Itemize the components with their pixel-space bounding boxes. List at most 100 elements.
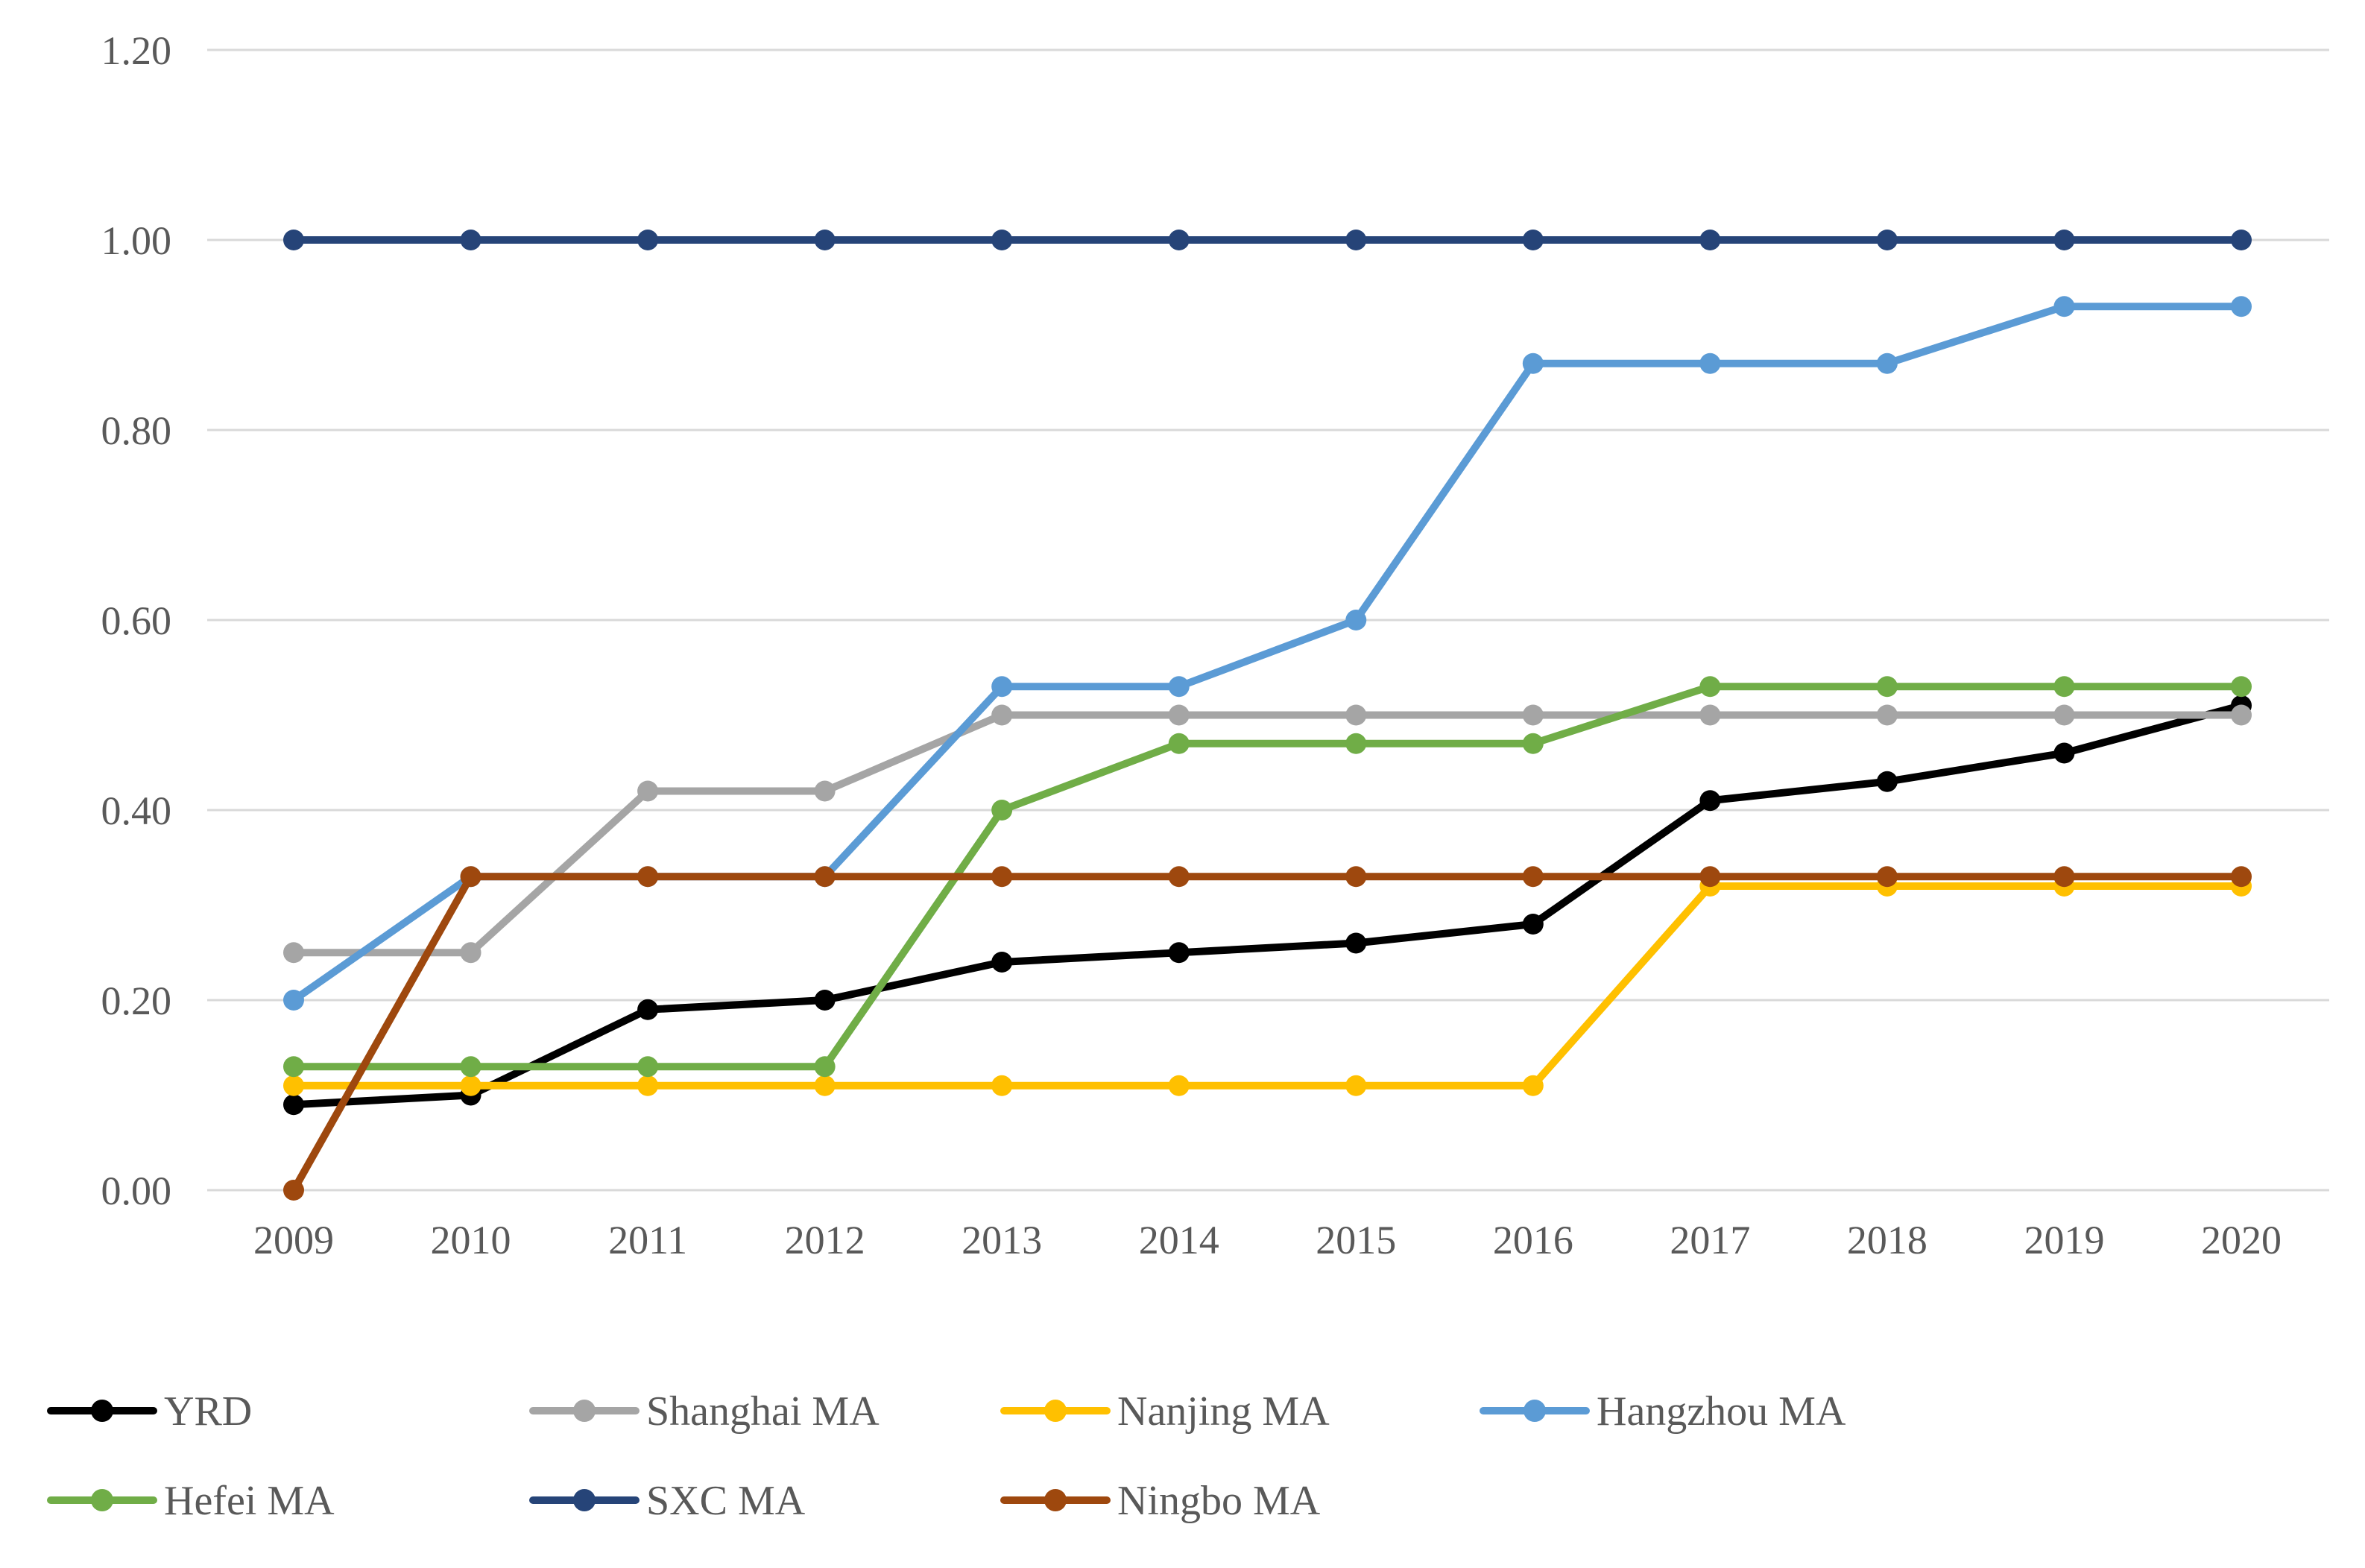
marker-nanjing-ma-2013 — [991, 1075, 1013, 1096]
x-axis-tick-label-2014: 2014 — [1139, 1218, 1219, 1262]
marker-hefei-ma-2016 — [1522, 733, 1544, 754]
legend-item-sxc-ma: SXC MA — [529, 1478, 806, 1524]
marker-yrd-2018 — [1876, 771, 1898, 792]
marker-hefei-ma-2015 — [1345, 733, 1367, 754]
marker-sxc-ma-2017 — [1699, 230, 1721, 250]
legend-item-yrd: YRD — [47, 1388, 252, 1435]
marker-sxc-ma-2020 — [2231, 230, 2252, 250]
marker-yrd-2012 — [814, 990, 836, 1011]
marker-hangzhou-ma-2015 — [1345, 610, 1367, 630]
legend-item-label-hefei-ma: Hefei MA — [164, 1478, 335, 1524]
y-axis-tick-label-1.20: 1.20 — [101, 28, 172, 73]
marker-hangzhou-ma-2020 — [2231, 296, 2252, 317]
marker-nanjing-ma-2011 — [637, 1075, 659, 1096]
marker-sxc-ma-2016 — [1522, 230, 1544, 250]
x-axis-tick-label-2012: 2012 — [785, 1218, 865, 1262]
marker-sxc-ma-2010 — [460, 230, 481, 250]
legend-item-label-hangzhou-ma: Hangzhou MA — [1597, 1388, 1846, 1435]
marker-shanghai-ma-2016 — [1522, 704, 1544, 726]
marker-ningbo-ma-2015 — [1345, 866, 1367, 888]
marker-hefei-ma-2014 — [1168, 733, 1190, 754]
marker-hefei-ma-2009 — [283, 1056, 304, 1078]
marker-sxc-ma-2014 — [1168, 230, 1190, 250]
legend-item-label-sxc-ma: SXC MA — [646, 1478, 806, 1524]
legend-item-shanghai-ma: Shanghai MA — [529, 1388, 880, 1435]
marker-hangzhou-ma-2014 — [1168, 676, 1190, 698]
y-axis-tick-label-0.40: 0.40 — [101, 788, 172, 833]
legend-item-nanjing-ma: Nanjing MA — [1000, 1388, 1330, 1435]
marker-hefei-ma-2019 — [2053, 676, 2075, 698]
series-ningbo-ma — [283, 866, 2252, 1201]
series-line-yrd — [290, 701, 2245, 1109]
marker-hefei-ma-2011 — [637, 1056, 659, 1078]
marker-yrd-2016 — [1522, 914, 1544, 935]
legend-marker-icon-hangzhou-ma — [1523, 1400, 1546, 1422]
marker-sxc-ma-2012 — [814, 230, 836, 250]
y-axis-tick-label-0.80: 0.80 — [101, 408, 172, 453]
legend-marker-icon-ningbo-ma — [1044, 1489, 1067, 1511]
legend-marker-icon-nanjing-ma — [1044, 1400, 1067, 1422]
x-axis-tick-label-2018: 2018 — [1847, 1218, 1927, 1262]
marker-hangzhou-ma-2009 — [283, 990, 304, 1011]
legend-item-hangzhou-ma: Hangzhou MA — [1480, 1388, 1846, 1435]
marker-ningbo-ma-2020 — [2231, 866, 2252, 888]
marker-nanjing-ma-2009 — [283, 1075, 304, 1096]
y-axis-tick-label-0.60: 0.60 — [101, 598, 172, 643]
marker-yrd-2013 — [991, 952, 1013, 973]
marker-sxc-ma-2015 — [1345, 230, 1367, 250]
y-axis-tick-label-0.20: 0.20 — [101, 979, 172, 1023]
marker-nanjing-ma-2015 — [1345, 1075, 1367, 1096]
marker-nanjing-ma-2014 — [1168, 1075, 1190, 1096]
legend-marker-icon-sxc-ma — [573, 1489, 596, 1511]
marker-shanghai-ma-2018 — [1876, 704, 1898, 726]
marker-hefei-ma-2017 — [1699, 676, 1721, 698]
marker-sxc-ma-2011 — [637, 230, 659, 250]
marker-sxc-ma-2018 — [1876, 230, 1898, 250]
marker-nanjing-ma-2010 — [460, 1075, 481, 1096]
y-axis-tick-labels: 0.00 0.20 0.40 0.60 0.80 1.00 1.20 — [101, 28, 172, 1213]
marker-ningbo-ma-2009 — [283, 1180, 304, 1201]
marker-yrd-2017 — [1699, 790, 1721, 812]
series-hefei-ma — [283, 676, 2252, 1078]
marker-ningbo-ma-2011 — [637, 866, 659, 888]
marker-hefei-ma-2010 — [460, 1056, 481, 1078]
series-sxc-ma — [283, 230, 2252, 250]
marker-ningbo-ma-2014 — [1168, 866, 1190, 888]
marker-yrd-2015 — [1345, 932, 1367, 954]
marker-shanghai-ma-2020 — [2231, 704, 2252, 726]
marker-ningbo-ma-2010 — [460, 866, 481, 888]
marker-nanjing-ma-2016 — [1522, 1075, 1544, 1096]
marker-yrd-2014 — [1168, 942, 1190, 964]
x-axis-tick-labels: 2009 2010 2011 2012 2013 2014 2015 2016 2017 2018… — [253, 1218, 2282, 1262]
marker-sxc-ma-2019 — [2053, 230, 2075, 250]
marker-shanghai-ma-2011 — [637, 780, 659, 802]
x-axis-tick-label-2013: 2013 — [962, 1218, 1042, 1262]
marker-yrd-2019 — [2053, 742, 2075, 764]
x-axis-tick-label-2009: 2009 — [253, 1218, 334, 1262]
marker-hefei-ma-2020 — [2231, 676, 2252, 698]
x-axis-tick-label-2016: 2016 — [1493, 1218, 1573, 1262]
marker-shanghai-ma-2017 — [1699, 704, 1721, 726]
x-axis-tick-label-2010: 2010 — [431, 1218, 511, 1262]
legend-marker-icon-shanghai-ma — [573, 1400, 596, 1422]
marker-hefei-ma-2018 — [1876, 676, 1898, 698]
x-axis-tick-label-2019: 2019 — [2024, 1218, 2104, 1262]
marker-yrd-2009 — [283, 1094, 304, 1116]
legend-item-ningbo-ma: Ningbo MA — [1000, 1478, 1321, 1524]
x-axis-tick-label-2011: 2011 — [608, 1218, 687, 1262]
legend-item-label-shanghai-ma: Shanghai MA — [646, 1388, 880, 1435]
marker-yrd-2011 — [637, 999, 659, 1020]
marker-hangzhou-ma-2016 — [1522, 353, 1544, 374]
marker-hangzhou-ma-2013 — [991, 676, 1013, 698]
series-line-hefei-ma — [290, 683, 2245, 1071]
marker-nanjing-ma-2012 — [814, 1075, 836, 1096]
marker-ningbo-ma-2013 — [991, 866, 1013, 888]
marker-shanghai-ma-2010 — [460, 942, 481, 964]
marker-hefei-ma-2013 — [991, 800, 1013, 821]
legend: YRD Shanghai MA Nanjing MA Hangzhou MA Hefei… — [47, 1388, 1846, 1524]
marker-ningbo-ma-2019 — [2053, 866, 2075, 888]
legend-item-label-ningbo-ma: Ningbo MA — [1117, 1478, 1321, 1524]
